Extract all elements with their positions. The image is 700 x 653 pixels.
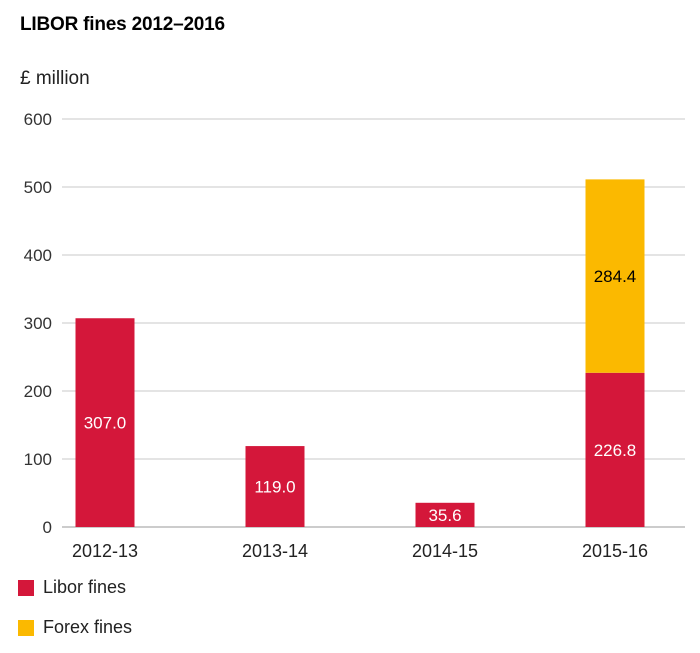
data-label-libor-2015-16: 226.8 xyxy=(594,441,637,460)
chart-title: LIBOR fines 2012–2016 xyxy=(20,14,225,35)
x-tick-label-2014-15: 2014-15 xyxy=(412,541,478,561)
bar-libor-2013-14 xyxy=(245,446,305,527)
y-tick-label-100: 100 xyxy=(24,450,52,469)
legend-item-forex: Forex fines xyxy=(18,617,132,638)
legend-label-libor: Libor fines xyxy=(43,577,127,597)
y-tick-label-500: 500 xyxy=(24,178,52,197)
x-tick-label-2015-16: 2015-16 xyxy=(582,541,648,561)
y-axis-unit-label: £ million xyxy=(20,68,90,89)
legend-item-libor: Libor fines xyxy=(18,577,126,598)
legend-swatch-forex xyxy=(18,619,34,636)
data-label-libor-2014-15: 35.6 xyxy=(428,506,461,525)
x-tick-label-2012-13: 2012-13 xyxy=(72,541,138,561)
data-label-libor-2013-14: 119.0 xyxy=(254,478,295,497)
bar-libor-2014-15 xyxy=(415,502,475,527)
data-label-forex-2015-16: 284.4 xyxy=(594,267,637,286)
y-tick-label-300: 300 xyxy=(24,314,52,333)
y-tick-label-200: 200 xyxy=(24,382,52,401)
bar-libor-2012-13 xyxy=(75,318,135,527)
bar-libor-2015-16 xyxy=(585,372,645,527)
y-tick-label-400: 400 xyxy=(24,246,52,265)
bar-forex-2015-16 xyxy=(585,179,645,373)
data-label-libor-2012-13: 307.0 xyxy=(84,414,127,433)
legend-swatch-libor xyxy=(18,579,34,596)
bar-chart: 0 100 200 300 400 500 600 307.0 2012-13 119.0 2013… xyxy=(24,110,685,561)
y-tick-label-600: 600 xyxy=(24,110,52,129)
legend-label-forex: Forex fines xyxy=(43,617,133,637)
x-tick-label-2013-14: 2013-14 xyxy=(242,541,308,561)
y-tick-label-0: 0 xyxy=(43,518,52,537)
